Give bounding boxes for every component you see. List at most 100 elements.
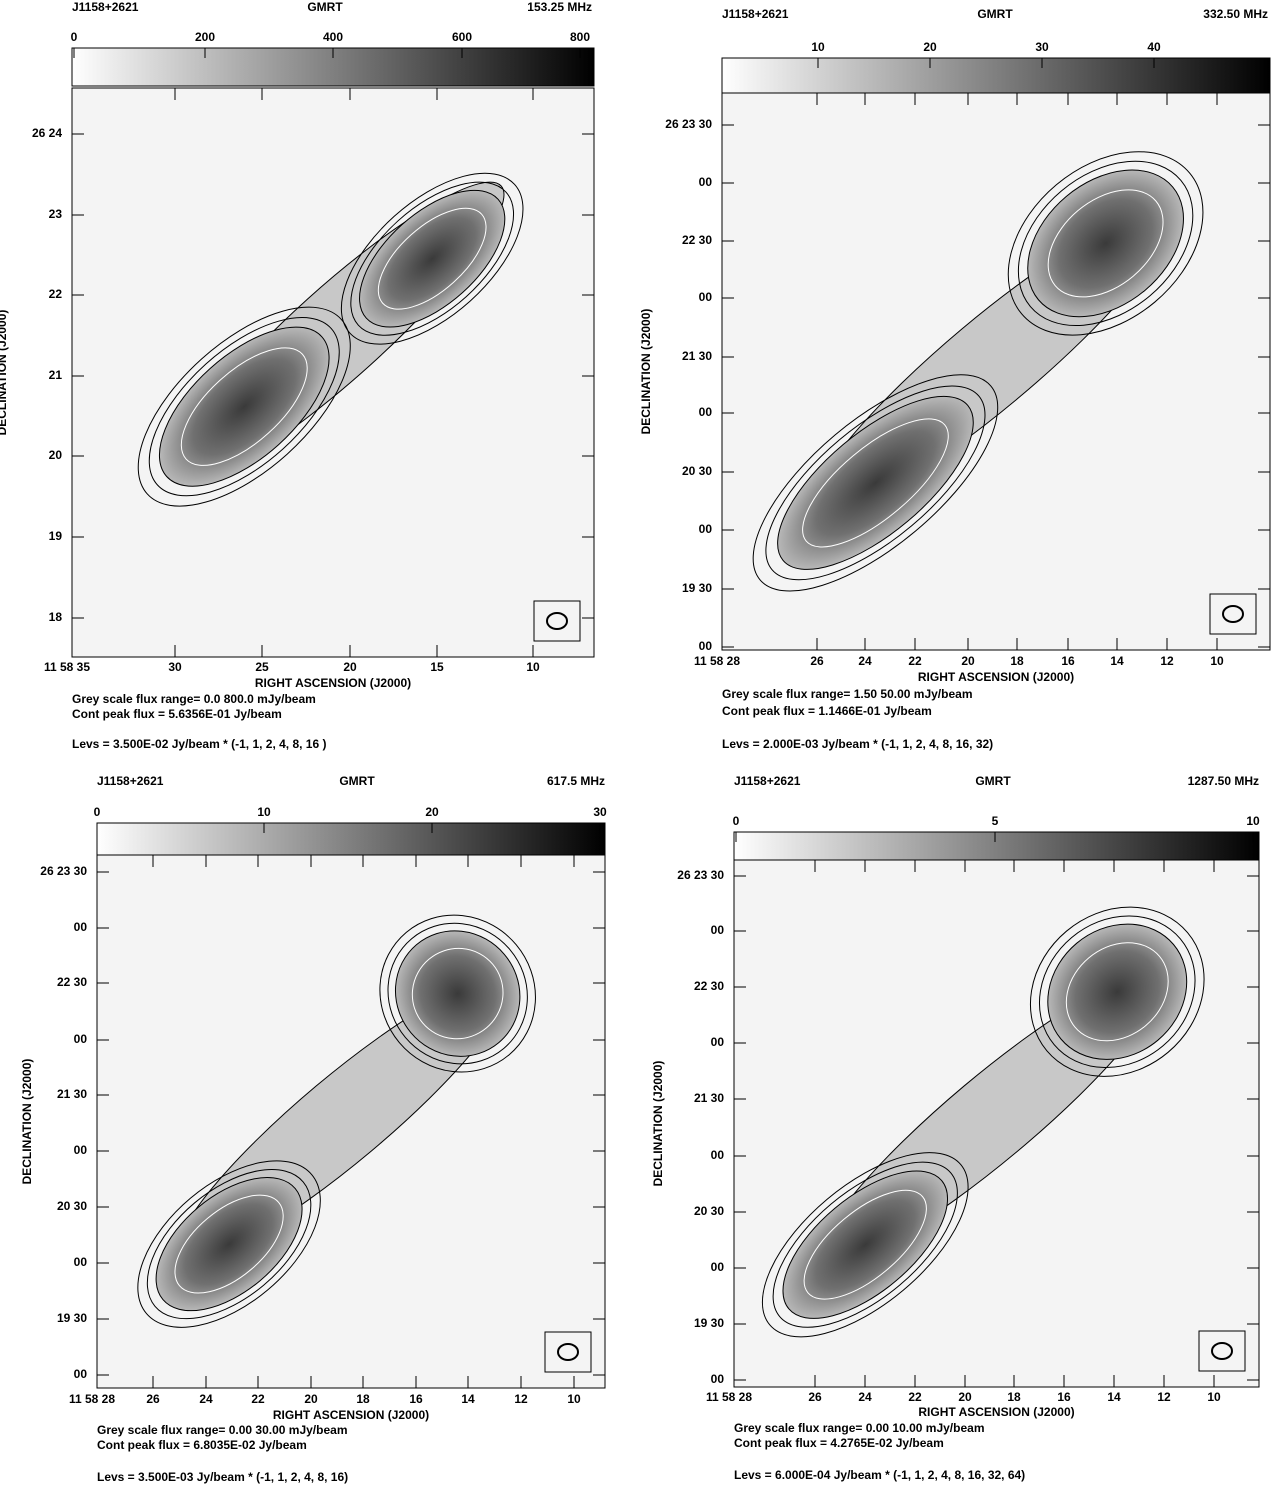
ra-tick-label: 16	[1061, 654, 1075, 668]
contour	[752, 374, 999, 592]
contour	[1007, 151, 1204, 336]
contour	[765, 385, 986, 581]
ra-tick-label: 12	[514, 1392, 528, 1406]
beam-box	[1209, 593, 1257, 635]
dec-tick-label: 20 30	[57, 1199, 87, 1213]
caption-note: Grey scale flux range= 0.0 800.0 mJy/bea…	[72, 692, 316, 706]
dec-tick-label: 21 30	[694, 1091, 724, 1105]
ra-tick-label: 20	[958, 1390, 972, 1404]
dec-tick-label: 00	[711, 1260, 725, 1274]
colorbar-tick-label: 30	[593, 805, 607, 819]
contour-inner	[411, 947, 504, 1040]
lobe	[158, 326, 330, 487]
panel: J1158+2621 GMRT 1287.50 MHz 0 5 10 26 23 30 00 2…	[651, 774, 1260, 1482]
beam-box	[1198, 1330, 1246, 1372]
ra-tick-label: 18	[356, 1392, 370, 1406]
dec-tick-label: 00	[699, 405, 713, 419]
dec-tick-label: 26 23 30	[677, 868, 724, 882]
contour	[1017, 160, 1194, 327]
colorbar	[96, 822, 606, 856]
dec-tick-label: 21 30	[682, 349, 712, 363]
colorbar-tick-label: 600	[452, 30, 472, 44]
dec-tick-label: 00	[711, 1148, 725, 1162]
lobe	[394, 930, 521, 1057]
contour	[387, 922, 528, 1065]
colorbar-tick-label: 10	[811, 40, 825, 54]
dec-tick-label: 20 30	[682, 464, 712, 478]
dec-tick-label: 22 30	[682, 233, 712, 247]
x-axis-label: RIGHT ASCENSION (J2000)	[255, 676, 411, 690]
ra-tick-label: 26	[810, 654, 824, 668]
dec-tick-label: 00	[74, 1367, 88, 1381]
contour	[761, 1152, 969, 1338]
dec-tick-label: 00	[74, 1143, 88, 1157]
ra-tick-label: 22	[908, 654, 922, 668]
lobe	[1047, 923, 1188, 1060]
ra-tick-label: 18	[1007, 1390, 1021, 1404]
beam-box	[544, 1331, 592, 1373]
colorbar	[721, 57, 1271, 94]
colorbar-tick-label: 0	[94, 805, 101, 819]
ra-tick-label: 20	[961, 654, 975, 668]
beam-box	[533, 600, 581, 642]
ra-tick-label: 10	[1210, 654, 1224, 668]
contour-inner	[174, 1194, 284, 1294]
x-axis-label: RIGHT ASCENSION (J2000)	[918, 1405, 1074, 1419]
lobe	[155, 1177, 303, 1312]
contour	[1038, 915, 1196, 1069]
ra-tick-label: 22	[251, 1392, 265, 1406]
ra-tick-label: 15	[430, 660, 444, 674]
source-name: J1158+2621	[734, 774, 801, 788]
contour	[148, 317, 340, 497]
colorbar-tick-label: 30	[1035, 40, 1049, 54]
contour-inner	[802, 418, 949, 548]
dec-tick-label: 20	[49, 448, 63, 462]
dec-tick-label: 00	[699, 175, 713, 189]
dec-tick-label: 19 30	[694, 1316, 724, 1330]
dec-tick-label: 00	[699, 639, 713, 653]
dec-tick-label: 00	[711, 1372, 725, 1386]
panel: J1158+2621 GMRT 617.5 MHz 0 10 20 30 26 23 30 00…	[20, 774, 607, 1484]
colorbar-tick-label: 0	[733, 814, 740, 828]
contour-inner	[377, 207, 487, 310]
contour-inner	[180, 347, 308, 466]
ra-tick-label: 25	[255, 660, 269, 674]
ra-tick-label: 14	[461, 1392, 475, 1406]
caption-note: Grey scale flux range= 1.50 50.00 mJy/be…	[722, 687, 973, 701]
ra-tick-label: 14	[1110, 654, 1124, 668]
dec-tick-label: 26 24	[32, 126, 62, 140]
beam	[546, 612, 568, 630]
contour-inner	[1047, 189, 1164, 298]
dec-tick-label: 00	[711, 1035, 725, 1049]
ra-tick-label: 11 58 28	[706, 1390, 752, 1404]
ra-tick-label: 24	[199, 1392, 213, 1406]
caption-note: Cont peak flux = 5.6356E-01 Jy/beam	[72, 707, 282, 721]
contour	[1029, 906, 1205, 1077]
ra-tick-label: 24	[858, 654, 872, 668]
lobe	[1027, 169, 1184, 318]
telescope: GMRT	[307, 0, 343, 14]
beam	[1211, 1342, 1233, 1360]
lobe	[782, 1170, 949, 1319]
dec-tick-label: 26 23 30	[665, 117, 712, 131]
contour-inner	[803, 1189, 927, 1300]
colorbar-tick-label: 20	[923, 40, 937, 54]
contour	[340, 172, 524, 345]
dec-tick-label: 00	[74, 1255, 88, 1269]
source-name: J1158+2621	[722, 7, 789, 21]
dec-tick-label: 00	[699, 290, 713, 304]
caption-note: Cont peak flux = 1.1466E-01 Jy/beam	[722, 704, 932, 718]
telescope: GMRT	[975, 774, 1011, 788]
ra-tick-label: 11 58 35	[44, 660, 90, 674]
x-axis-label: RIGHT ASCENSION (J2000)	[918, 670, 1074, 684]
contour	[146, 1169, 312, 1320]
beam	[1222, 605, 1244, 623]
ra-tick-label: 16	[1057, 1390, 1071, 1404]
source-name: J1158+2621	[72, 0, 139, 14]
x-axis-label: RIGHT ASCENSION (J2000)	[273, 1408, 429, 1422]
dec-tick-label: 19 30	[682, 581, 712, 595]
dec-tick-label: 00	[711, 923, 725, 937]
caption-note: Levs = 3.500E-02 Jy/beam * (-1, 1, 2, 4,…	[72, 737, 326, 751]
ra-tick-label: 22	[908, 1390, 922, 1404]
